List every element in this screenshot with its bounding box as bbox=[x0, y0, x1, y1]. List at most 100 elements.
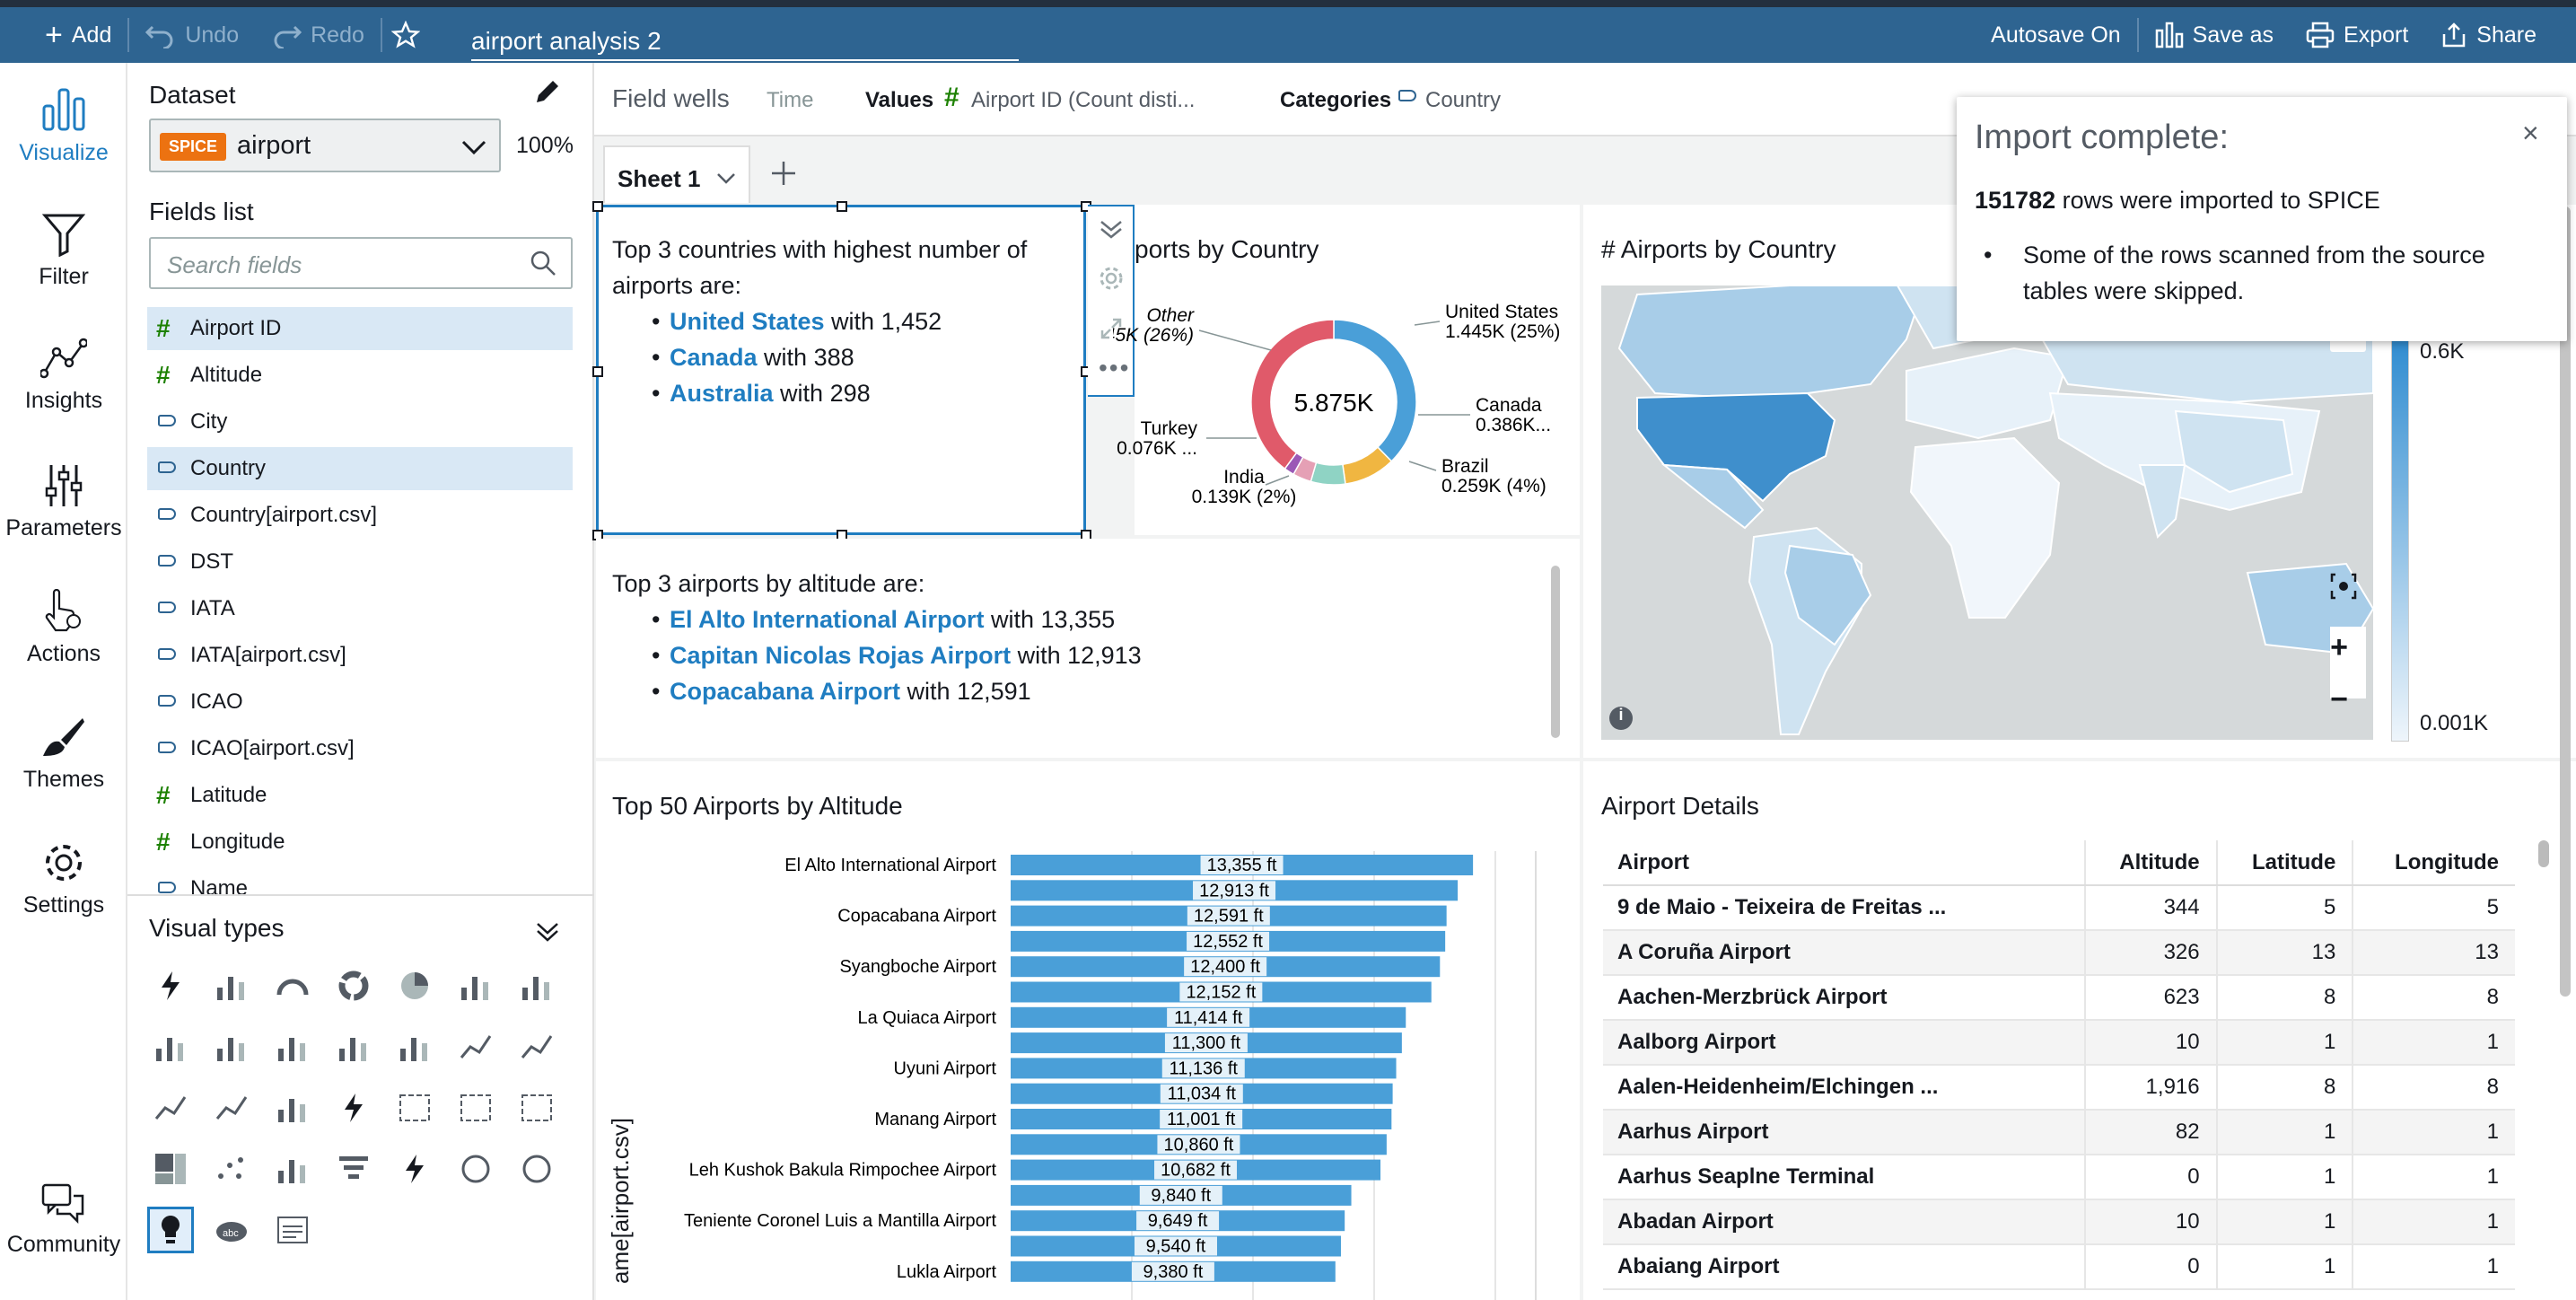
visual-type-line-icon[interactable] bbox=[452, 1023, 499, 1070]
analysis-title-input[interactable]: airport analysis 2 bbox=[471, 20, 1019, 61]
visual-type-line-area-icon[interactable] bbox=[208, 1085, 255, 1131]
insight-link[interactable]: Capitan Nicolas Rojas Airport bbox=[670, 642, 1012, 669]
table-row[interactable]: Aarhus Airport 82 1 1 bbox=[1603, 1110, 2515, 1155]
visual-type-line-stacked-icon[interactable] bbox=[269, 1085, 316, 1131]
field-item[interactable]: Name bbox=[147, 867, 573, 910]
edit-pencil-icon[interactable] bbox=[531, 77, 562, 108]
collapse-chevron-icon[interactable] bbox=[535, 919, 560, 944]
visual-type-h-bar-icon[interactable] bbox=[452, 962, 499, 1009]
field-item[interactable]: IATA[airport.csv] bbox=[147, 634, 573, 677]
visual-type-combo-bar-icon[interactable] bbox=[208, 962, 255, 1009]
field-item[interactable]: DST bbox=[147, 540, 573, 584]
field-item[interactable]: # Airport ID bbox=[147, 307, 573, 350]
close-notification-button[interactable]: × bbox=[2522, 117, 2539, 149]
field-item[interactable]: # Latitude bbox=[147, 774, 573, 817]
chevron-down-icon[interactable] bbox=[716, 172, 736, 185]
visual-type-tree-map-icon[interactable] bbox=[147, 1146, 194, 1192]
table-scrollbar[interactable] bbox=[2538, 840, 2549, 867]
table-row[interactable]: Aarhus Seaplne Terminal 0 1 1 bbox=[1603, 1155, 2515, 1200]
field-item[interactable]: # Altitude bbox=[147, 354, 573, 397]
visual-type-table-icon[interactable] bbox=[452, 1085, 499, 1131]
visual-type-v-combo-icon[interactable] bbox=[391, 1023, 438, 1070]
visual-type-line-combo-icon[interactable] bbox=[147, 1085, 194, 1131]
time-well[interactable]: Time bbox=[767, 88, 814, 112]
map-zoom-in-button[interactable] bbox=[2330, 627, 2366, 663]
insight-link[interactable]: Canada bbox=[670, 344, 758, 371]
values-well-field[interactable]: Airport ID (Count disti... bbox=[971, 88, 1196, 112]
visual-type-point-map-icon[interactable] bbox=[513, 1146, 560, 1192]
visual-type-insight-icon[interactable] bbox=[147, 1207, 194, 1253]
export-button[interactable]: Export bbox=[2290, 22, 2424, 48]
expand-chevron-icon[interactable] bbox=[1099, 219, 1124, 241]
map-zoom-out-button[interactable] bbox=[2330, 663, 2366, 698]
table-row[interactable]: Aalen-Heidenheim/Elchingen ... 1,916 8 8 bbox=[1603, 1065, 2515, 1111]
visual-type-v-100-icon[interactable] bbox=[330, 1023, 377, 1070]
redo-button[interactable]: Redo bbox=[255, 22, 381, 48]
visual-type-text-box-icon[interactable] bbox=[269, 1207, 316, 1253]
visual-type-v-stacked-icon[interactable] bbox=[208, 1023, 255, 1070]
visual-type-autograph-icon[interactable] bbox=[147, 962, 194, 1009]
insight-link[interactable]: Australia bbox=[670, 380, 774, 407]
table-header-cell[interactable]: Airport bbox=[1603, 840, 2086, 886]
visual-type-pivot-icon[interactable] bbox=[391, 1085, 438, 1131]
undo-button[interactable]: Undo bbox=[129, 22, 255, 48]
table-header-cell[interactable]: Altitude bbox=[2084, 840, 2217, 886]
autosave-toggle[interactable]: Autosave On bbox=[1991, 22, 2121, 48]
add-button[interactable]: + Add bbox=[45, 18, 112, 52]
visual-type-filled-map-icon[interactable] bbox=[452, 1146, 499, 1192]
visual-type-h-100-icon[interactable] bbox=[269, 1023, 316, 1070]
table-row[interactable]: Aalborg Airport 10 1 1 bbox=[1603, 1020, 2515, 1066]
insight-link[interactable]: Copacabana Airport bbox=[670, 678, 901, 705]
table-header-cell[interactable]: Longitude bbox=[2352, 840, 2515, 886]
share-button[interactable]: Share bbox=[2424, 22, 2576, 48]
save-as-button[interactable]: Save as bbox=[2139, 22, 2290, 48]
maximize-icon[interactable] bbox=[1099, 316, 1124, 341]
table-row[interactable]: Abaiang Airport 0 1 1 bbox=[1603, 1244, 2515, 1290]
categories-well-field[interactable]: Country bbox=[1425, 88, 1502, 112]
field-item[interactable]: ICAO[airport.csv] bbox=[147, 727, 573, 770]
field-item[interactable]: Country bbox=[147, 447, 573, 490]
add-sheet-icon[interactable] bbox=[770, 160, 797, 187]
bar-chart-card[interactable] bbox=[596, 761, 1580, 1300]
field-item[interactable]: IATA bbox=[147, 587, 573, 630]
nav-visualize[interactable]: Visualize bbox=[0, 86, 127, 166]
favorite-button[interactable] bbox=[382, 21, 429, 49]
nav-insights[interactable]: Insights bbox=[0, 338, 127, 414]
visual-type-histogram-icon[interactable] bbox=[269, 1146, 316, 1192]
visual-type-sankey-icon[interactable] bbox=[391, 1146, 438, 1192]
visual-type-pie-icon[interactable] bbox=[391, 962, 438, 1009]
insight-link[interactable]: El Alto International Airport bbox=[670, 606, 985, 633]
search-fields-input[interactable]: Search fields bbox=[149, 237, 573, 289]
table-header-cell[interactable]: Latitude bbox=[2215, 840, 2353, 886]
table-row[interactable]: 9 de Maio - Teixeira de Freitas ... 344 5 5 bbox=[1603, 885, 2515, 931]
nav-filter[interactable]: Filter bbox=[0, 212, 127, 290]
right-scrollbar[interactable] bbox=[2560, 206, 2571, 997]
visual-type-box-plot-icon[interactable] bbox=[330, 1085, 377, 1131]
nav-parameters[interactable]: Parameters bbox=[0, 463, 127, 541]
donut-slice-other[interactable] bbox=[1250, 319, 1335, 470]
field-item[interactable]: Country[airport.csv] bbox=[147, 494, 573, 537]
visual-type-h-stacked-icon[interactable] bbox=[147, 1023, 194, 1070]
visual-type-heatmap-icon[interactable] bbox=[513, 1085, 560, 1131]
table-row[interactable]: Abadan Airport 10 1 1 bbox=[1603, 1199, 2515, 1245]
more-options-icon[interactable]: ••• bbox=[1099, 354, 1131, 382]
dataset-selector[interactable]: SPICE airport bbox=[149, 119, 501, 172]
visual-type-v-bar-icon[interactable] bbox=[513, 962, 560, 1009]
gear-icon[interactable] bbox=[1099, 266, 1124, 291]
visual-type-area-icon[interactable] bbox=[513, 1023, 560, 1070]
field-item[interactable]: # Longitude bbox=[147, 821, 573, 864]
insight-link[interactable]: United States bbox=[670, 308, 825, 335]
nav-community[interactable]: Community bbox=[0, 1183, 127, 1258]
world-map[interactable] bbox=[1601, 285, 2373, 740]
visual-type-gauge-icon[interactable] bbox=[269, 962, 316, 1009]
table-row[interactable]: A Coruña Airport 326 13 13 bbox=[1603, 930, 2515, 976]
insight-scrollbar[interactable] bbox=[1551, 566, 1560, 738]
visual-type-donut-icon[interactable] bbox=[330, 962, 377, 1009]
field-item[interactable]: City bbox=[147, 400, 573, 444]
visual-type-scatter-icon[interactable] bbox=[208, 1146, 255, 1192]
map-info-icon[interactable] bbox=[1609, 707, 1633, 730]
visual-type-word-cloud-icon[interactable]: abc bbox=[208, 1207, 255, 1253]
tab-sheet-1[interactable]: Sheet 1 bbox=[603, 145, 750, 203]
table-row[interactable]: Aachen-Merzbrück Airport 623 8 8 bbox=[1603, 975, 2515, 1021]
nav-actions[interactable]: Actions bbox=[0, 589, 127, 667]
